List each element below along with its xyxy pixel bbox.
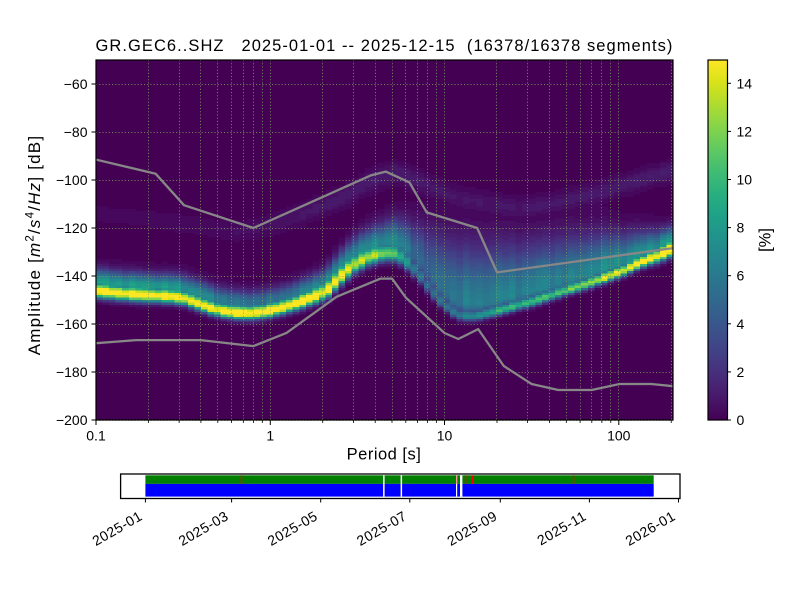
svg-text:14: 14 [737, 75, 753, 91]
svg-text:−100: −100 [56, 172, 88, 188]
svg-text:−200: −200 [56, 412, 88, 428]
svg-text:[%]: [%] [757, 228, 775, 252]
svg-text:12: 12 [737, 123, 753, 139]
svg-text:−160: −160 [56, 316, 88, 332]
svg-text:0.1: 0.1 [86, 428, 106, 444]
svg-text:10: 10 [437, 428, 453, 444]
svg-text:8: 8 [737, 220, 745, 236]
svg-text:−120: −120 [56, 220, 88, 236]
svg-text:100: 100 [607, 428, 631, 444]
svg-text:10: 10 [737, 172, 753, 188]
svg-text:2: 2 [737, 364, 745, 380]
svg-text:Amplitude [m2/s4/Hz] [dB]: Amplitude [m2/s4/Hz] [dB] [25, 135, 45, 356]
svg-text:−180: −180 [56, 364, 88, 380]
svg-text:1: 1 [266, 428, 274, 444]
svg-text:6: 6 [737, 268, 745, 284]
svg-text:−80: −80 [64, 124, 88, 140]
svg-text:4: 4 [737, 316, 745, 332]
svg-text:0: 0 [737, 412, 745, 428]
svg-text:Period [s]: Period [s] [347, 446, 422, 464]
svg-text:−140: −140 [56, 268, 88, 284]
svg-text:GR.GEC6..SHZ 2025-01-01 -- 2: GR.GEC6..SHZ 2025-01-01 -- 2025-12-15 (1… [96, 37, 674, 55]
svg-text:−60: −60 [64, 76, 88, 92]
